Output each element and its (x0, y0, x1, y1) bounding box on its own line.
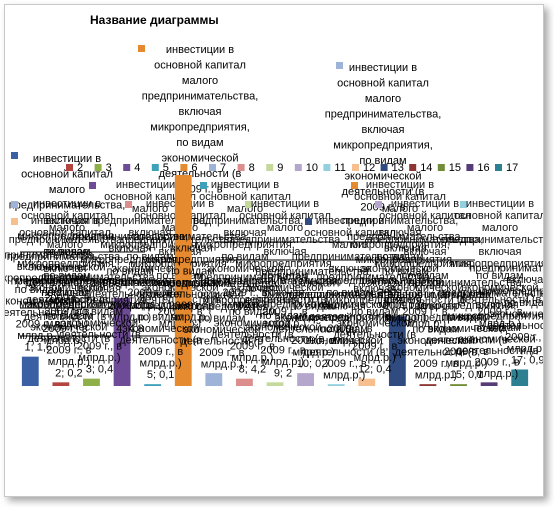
legend-number: 13 (392, 162, 404, 174)
legend-swatch (352, 164, 359, 171)
legend-swatch (180, 164, 188, 171)
legend-swatch (66, 164, 73, 171)
legend-swatch (209, 164, 216, 171)
legend-number: 9 (277, 162, 283, 174)
legend-swatch (125, 201, 132, 208)
legend-number: 3 (106, 162, 112, 174)
plot-area (21, 175, 529, 386)
legend-number: 5 (163, 162, 169, 174)
data-labels: предпринимательства,включаямикропредприя… (5, 231, 543, 382)
legend-swatch (460, 201, 467, 208)
legend-swatch (375, 201, 382, 208)
data-label-14: предпринимательства, включая микропредприя… (378, 289, 495, 382)
legend-swatch (380, 164, 388, 171)
data-label-3: предпринимательства, включая микропредприя… (41, 272, 158, 376)
bar-15 (450, 384, 467, 386)
legend-swatch (200, 182, 207, 189)
legend-number: 15 (449, 162, 461, 174)
bar-16 (480, 382, 498, 386)
legend-swatch (294, 164, 302, 171)
data-label-10: предпринимательства, включая микропредприя… (255, 266, 372, 370)
bar-13 (388, 316, 406, 386)
legend-swatch (89, 182, 96, 189)
bar-10 (297, 373, 314, 386)
legend-swatch (305, 218, 312, 225)
bar-3 (83, 378, 100, 386)
legend-number: 12 (363, 162, 375, 174)
data-label-12: предпринимательства, включая микропредприя… (317, 272, 434, 376)
legend-swatch (466, 164, 474, 171)
data-label-17: предпринимательства,включаямикропредприя… (469, 262, 543, 366)
bar-14 (419, 384, 437, 386)
legend-number: 6 (191, 162, 197, 174)
data-label-13: предпринимательства, включая микропредприя… (347, 231, 464, 324)
legend-number: 14 (420, 162, 432, 174)
data-label-15: предпринимательства, включая микропредприя… (408, 277, 525, 381)
legend-swatch (437, 164, 445, 171)
data-label-7: предпринимательства, включая микропредприя… (164, 278, 281, 371)
bar-11 (327, 384, 345, 386)
data-label-2: предпринимательства, включая микропредприя… (11, 275, 128, 379)
bar-1 (21, 356, 39, 386)
legend-swatch (336, 62, 343, 69)
bar-8 (236, 378, 253, 386)
legend-number: 2 (77, 162, 83, 174)
bar-17 (511, 369, 529, 386)
legend-swatch (495, 164, 502, 171)
bar-4 (113, 297, 131, 386)
legend-swatch (138, 45, 145, 52)
data-label-9: предпринимательства, включая микропредприя… (225, 275, 342, 379)
chart: Название диаграммы инвестиции в основной … (5, 13, 543, 386)
bar-5 (144, 384, 162, 386)
bar-9 (266, 382, 284, 386)
legend-swatch (245, 201, 252, 208)
data-label-11: предпринимательства, включая микропредприя… (286, 289, 403, 382)
legend-swatch (94, 164, 102, 171)
bar-12 (358, 378, 376, 386)
data-label-4: предпринимательства, включая микропредприя… (72, 231, 189, 335)
legend-swatch (237, 164, 245, 171)
chart-area: Название диаграммы инвестиции в основной … (4, 4, 544, 497)
legend-swatch (351, 182, 358, 189)
legend-number: 16 (477, 162, 489, 174)
data-label-5: предпринимательства, включая микропредприя… (102, 277, 219, 381)
legend-number: 7 (220, 162, 226, 174)
legend-swatch (323, 164, 331, 171)
bar-6 (174, 175, 192, 386)
legend-number: 10 (306, 162, 318, 174)
data-label-1: предпринимательства,включаямикропредприя… (5, 250, 97, 354)
bar-2 (52, 382, 70, 386)
legend-swatch (409, 164, 417, 171)
legend-number: 8 (249, 162, 255, 174)
legend-swatch (11, 218, 18, 225)
chart-title: Название диаграммы (90, 13, 219, 27)
legend-swatch (266, 164, 274, 171)
legend-number: 17 (506, 162, 518, 174)
legend-swatch (11, 201, 18, 208)
legend-swatch (151, 164, 159, 171)
legend-number: 4 (134, 162, 140, 174)
data-label-8: предпринимательства, включая микропредприя… (194, 272, 311, 376)
legend: инвестиции в основной капитал малого предпр… (7, 44, 543, 347)
data-label-16: предпринимательства,включаямикропредприя… (439, 287, 543, 380)
data-label-6: предпринимательства, включая микропредприя… (133, 231, 250, 324)
bar-7 (205, 373, 223, 386)
legend-swatch (11, 152, 18, 159)
legend-swatch (123, 164, 131, 171)
legend-number: 11 (334, 162, 345, 174)
